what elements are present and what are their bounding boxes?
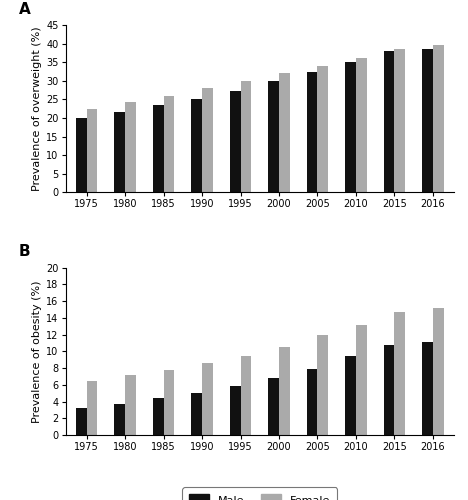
Bar xyxy=(384,344,395,435)
Bar xyxy=(279,347,290,435)
Bar xyxy=(87,108,97,192)
Bar xyxy=(356,58,366,192)
Bar xyxy=(202,363,213,435)
Bar xyxy=(384,51,395,193)
Bar xyxy=(125,102,136,192)
Bar xyxy=(307,72,317,192)
Bar xyxy=(230,91,241,192)
Bar xyxy=(395,49,405,193)
Bar xyxy=(395,312,405,435)
Bar xyxy=(345,356,356,435)
Bar xyxy=(268,81,279,192)
Bar xyxy=(191,393,202,435)
Bar xyxy=(164,370,175,435)
Bar xyxy=(76,118,87,192)
Bar xyxy=(279,74,290,192)
Text: B: B xyxy=(19,244,30,260)
Bar xyxy=(87,382,97,435)
Bar xyxy=(114,404,125,435)
Bar xyxy=(356,324,366,435)
Bar xyxy=(153,398,164,435)
Bar xyxy=(241,356,251,435)
Bar xyxy=(317,66,328,192)
Y-axis label: Prevalence of obesity (%): Prevalence of obesity (%) xyxy=(32,280,42,422)
Bar xyxy=(422,49,433,193)
Bar xyxy=(307,369,317,435)
Bar xyxy=(268,378,279,435)
Text: A: A xyxy=(19,2,31,16)
Bar xyxy=(433,308,444,435)
Bar xyxy=(76,408,87,435)
Bar xyxy=(153,105,164,192)
Bar xyxy=(125,375,136,435)
Bar xyxy=(202,88,213,192)
Bar xyxy=(422,342,433,435)
Bar xyxy=(114,112,125,192)
Bar xyxy=(317,336,328,435)
Bar xyxy=(191,98,202,192)
Bar xyxy=(345,62,356,192)
Legend: Male, Female: Male, Female xyxy=(183,488,337,500)
Bar xyxy=(241,81,251,192)
Bar xyxy=(433,46,444,193)
Bar xyxy=(230,386,241,435)
Y-axis label: Prevalence of overweight (%): Prevalence of overweight (%) xyxy=(32,26,42,191)
Bar xyxy=(164,96,175,192)
